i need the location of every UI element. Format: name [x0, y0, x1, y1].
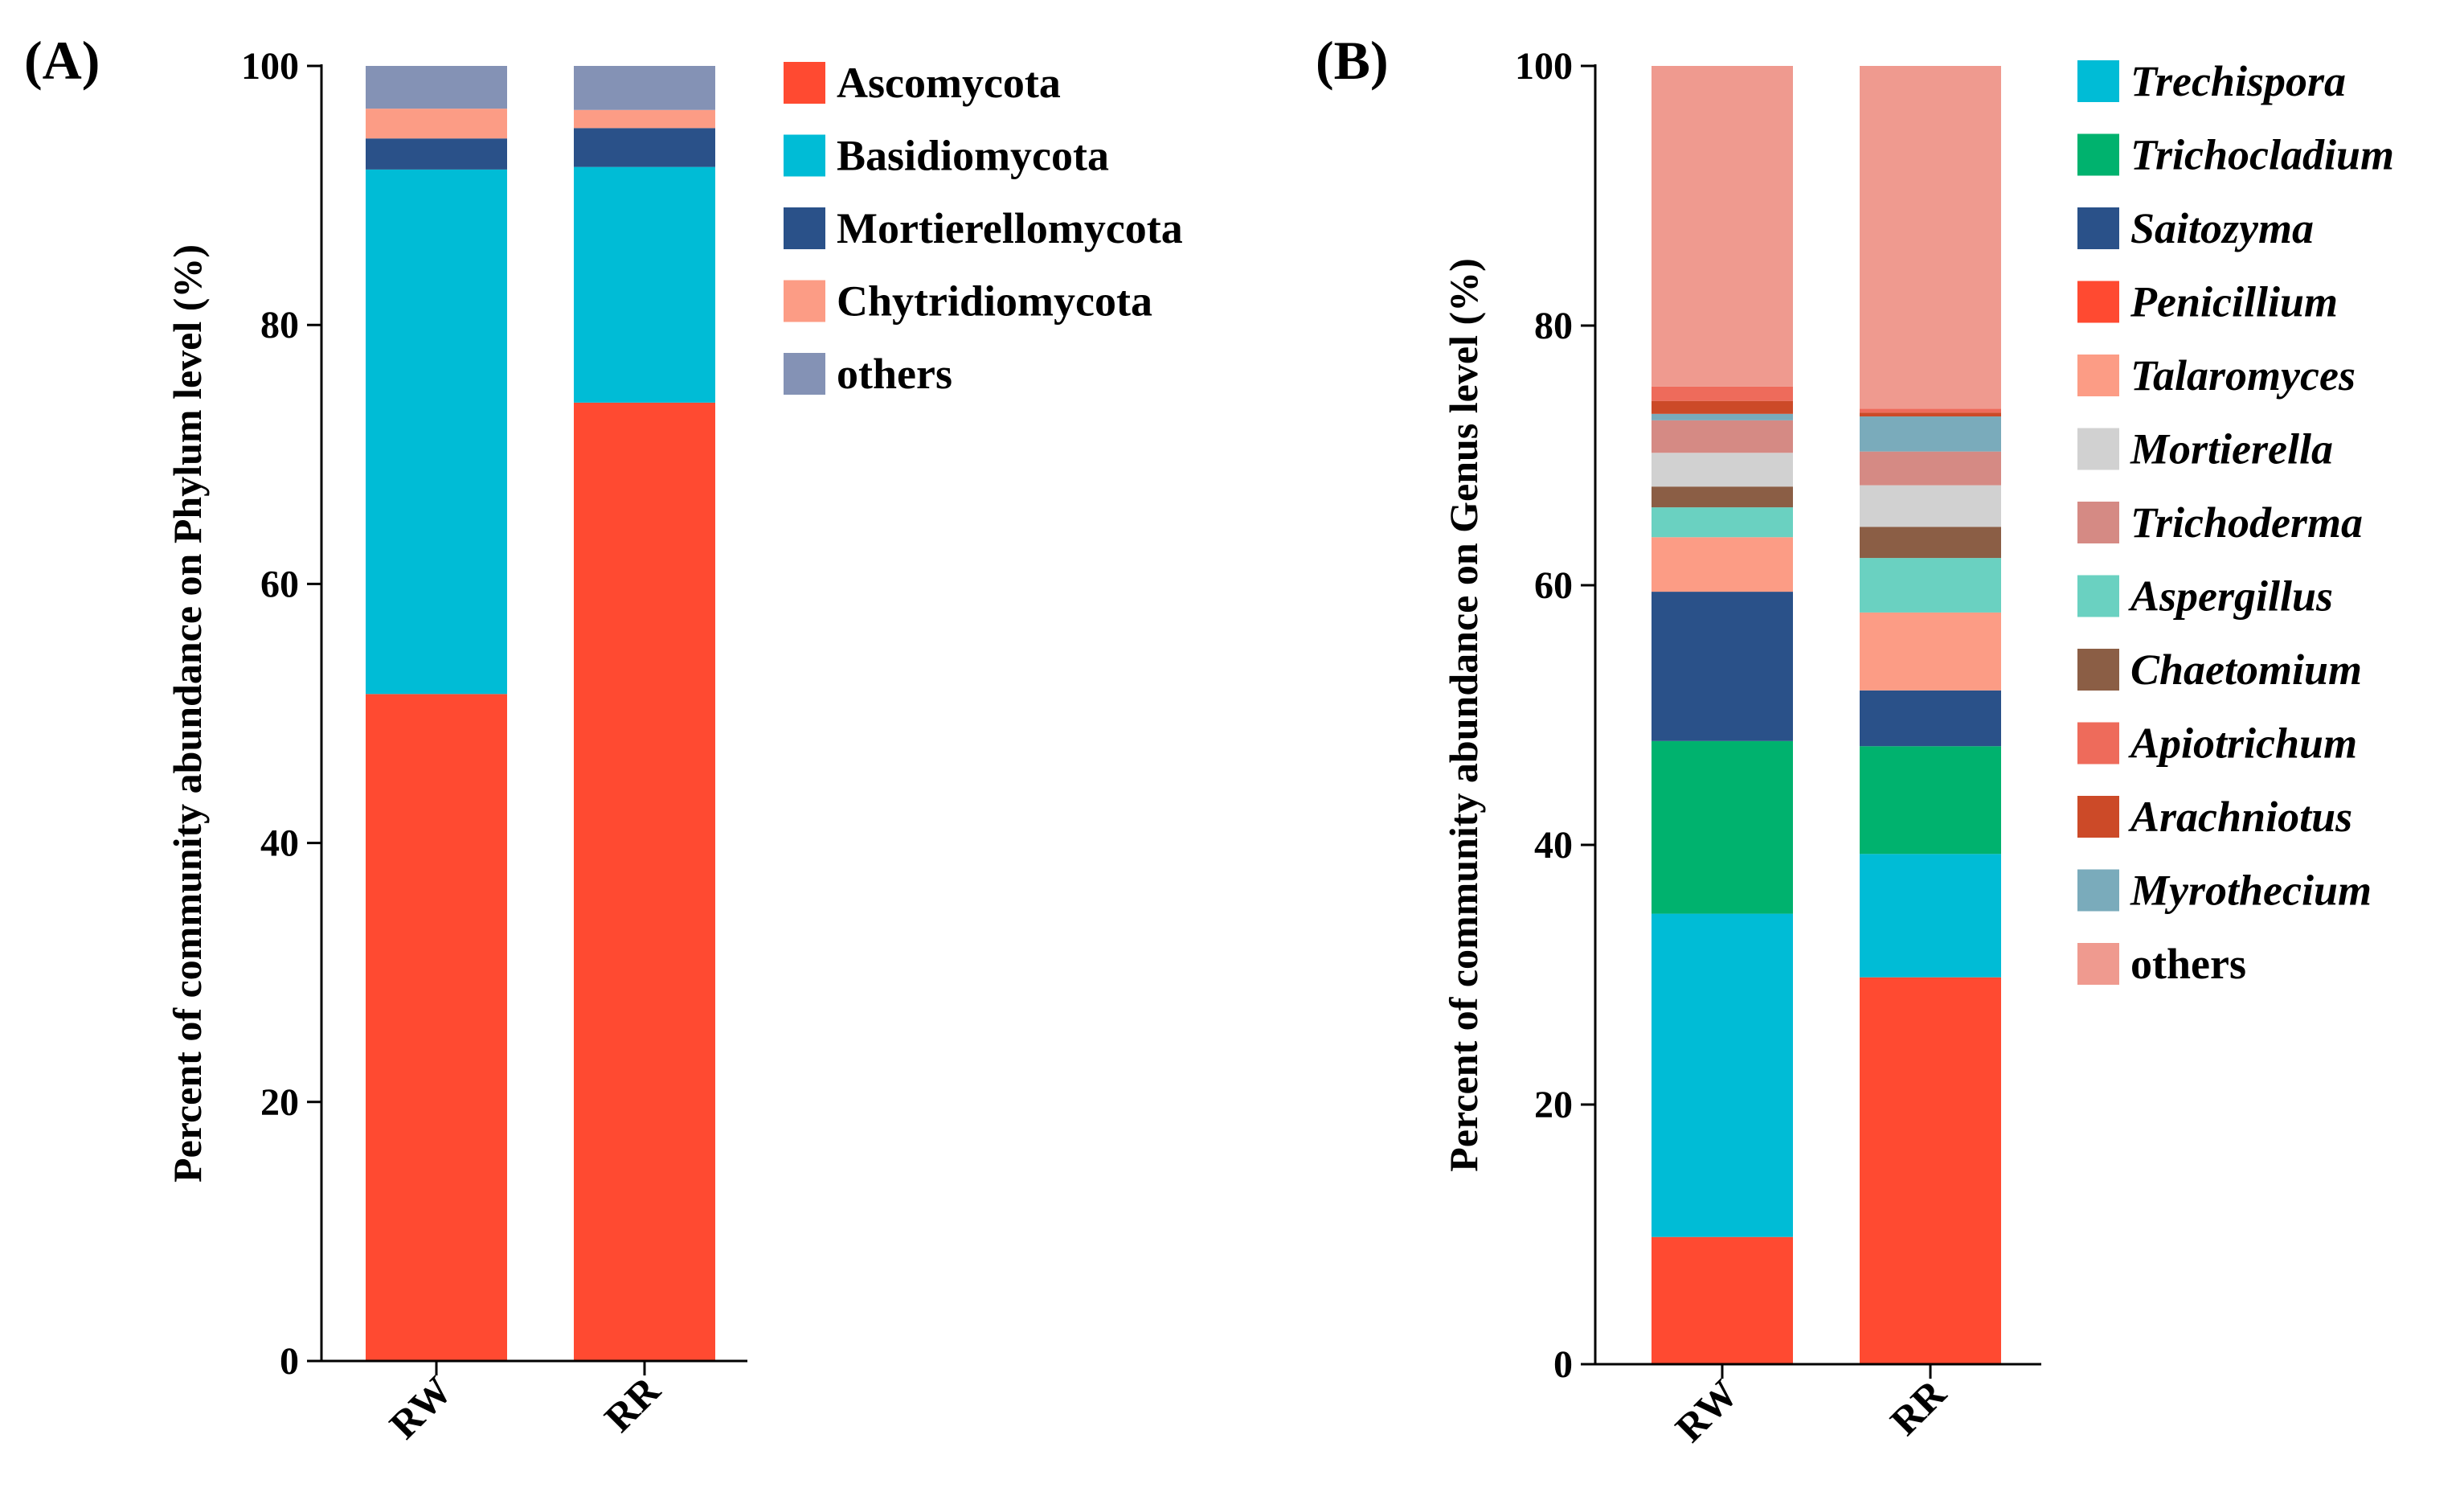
bar-segment-rw-chaetomium: [1652, 486, 1793, 508]
y-axis-title: Percent of community abundance on Genus …: [1441, 258, 1486, 1172]
legend-swatch-trechispora: [2077, 60, 2119, 102]
legend-swatch-penicillium: [2077, 281, 2119, 323]
bar-segment-rr-chytridiomycota: [574, 109, 715, 129]
legend-label-aspergillus: Aspergillus: [2128, 572, 2333, 621]
y-tick-label: 40: [260, 822, 299, 865]
legend-label-mortierellomycota: Mortierellomycota: [837, 204, 1183, 252]
legend-swatch-chytridiomycota: [784, 280, 825, 322]
bar-segment-rw-mortierella: [1652, 453, 1793, 487]
legend-label-chaetomium: Chaetomium: [2130, 646, 2362, 694]
bar-segment-rw-saitozyma: [1652, 592, 1793, 741]
legend-label-mortierella: Mortierella: [2130, 425, 2333, 473]
y-tick-label: 100: [1515, 45, 1573, 88]
legend-label-others: others: [837, 350, 952, 398]
y-tick-label: 20: [1534, 1084, 1573, 1126]
bar-segment-rw-aspergillus: [1652, 507, 1793, 538]
legend-label-arachniotus: Arachniotus: [2128, 793, 2352, 841]
legend-label-penicillium: Penicillium: [2130, 278, 2338, 326]
bar-segment-rr-myrothecium: [1860, 416, 2001, 452]
bar-segment-rw-arachniotus: [1652, 400, 1793, 414]
legend-label-basidiomycota: Basidiomycota: [837, 132, 1109, 180]
legend-swatch-saitozyma: [2077, 207, 2119, 249]
legend-swatch-myrothecium: [2077, 869, 2119, 912]
y-tick-label: 100: [241, 45, 299, 88]
legend-label-chytridiomycota: Chytridiomycota: [837, 277, 1152, 326]
bar-segment-rr-trechispora: [1860, 854, 2001, 978]
panel-label: (B): [1316, 30, 1389, 91]
legend-swatch-ascomycota: [784, 62, 825, 104]
y-tick-label: 40: [1534, 824, 1573, 867]
y-tick-label: 80: [1534, 305, 1573, 347]
legend-swatch-others: [2077, 943, 2119, 985]
bar-segment-rr-aspergillus: [1860, 558, 2001, 613]
legend-swatch-trichoderma: [2077, 502, 2119, 543]
legend-swatch-talaromyces: [2077, 355, 2119, 396]
legend-label-trechispora: Trechispora: [2130, 57, 2346, 105]
y-tick-label: 0: [1553, 1343, 1573, 1386]
legend-swatch-apiotrichum: [2077, 722, 2119, 764]
legend-swatch-trichocladium: [2077, 133, 2119, 176]
bar-segment-rr-saitozyma: [1860, 690, 2001, 747]
legend-swatch-others: [784, 353, 825, 395]
legend-swatch-basidiomycota: [784, 134, 825, 177]
bar-segment-rw-trichoderma: [1652, 420, 1793, 453]
x-category-label-rw: RW: [381, 1367, 460, 1447]
x-category-label-rr: RR: [596, 1367, 669, 1441]
bar-segment-rr-chaetomium: [1860, 527, 2001, 559]
y-tick-label: 20: [260, 1081, 299, 1124]
bar-segment-rw-mortierellomycota: [366, 138, 507, 170]
legend-label-trichoderma: Trichoderma: [2130, 498, 2363, 547]
bar-segment-rr-trichocladium: [1860, 746, 2001, 855]
bar-segment-rw-ascomycota: [366, 694, 507, 1361]
legend-label-myrothecium: Myrothecium: [2130, 867, 2372, 915]
y-tick-label: 60: [1534, 564, 1573, 607]
bar-segment-rw-basidiomycota: [366, 169, 507, 695]
legend-swatch-mortierellomycota: [784, 207, 825, 249]
bar-segment-rr-penicillium: [1860, 977, 2001, 1364]
bar-segment-rr-arachniotus: [1860, 412, 2001, 417]
bar-segment-rw-others: [1652, 66, 1793, 387]
legend-swatch-mortierella: [2077, 428, 2119, 470]
y-tick-label: 0: [280, 1340, 299, 1383]
panel-a: (A) 0 20 40 60 80 100 RW RR Percent of community …: [24, 30, 1183, 1447]
legend-label-trichocladium: Trichocladium: [2130, 131, 2394, 179]
bar-segment-rw-chytridiomycota: [366, 109, 507, 139]
bar-segment-rw-trichocladium: [1652, 740, 1793, 914]
x-category-label-rw: RW: [1667, 1371, 1746, 1450]
legend-label-talaromyces: Talaromyces: [2130, 351, 2356, 400]
bar-segment-rw-talaromyces: [1652, 537, 1793, 592]
bar-segment-rr-others: [1860, 66, 2001, 409]
bar-segment-rw-penicillium: [1652, 1236, 1793, 1364]
panel-b: (B) 0 20 40 60 80 100 RW RR Percent of community …: [1316, 30, 2394, 1450]
bar-segment-rr-mortierella: [1860, 485, 2001, 527]
legend-label-saitozyma: Saitozyma: [2130, 204, 2314, 252]
bar-segment-rr-mortierellomycota: [574, 128, 715, 167]
bar-segment-rr-others: [574, 66, 715, 110]
y-tick-label: 80: [260, 304, 299, 346]
bar-segment-rr-basidiomycota: [574, 166, 715, 403]
y-tick-label: 60: [260, 563, 299, 605]
bar-segment-rw-others: [366, 66, 507, 109]
legend-label-apiotrichum: Apiotrichum: [2128, 719, 2357, 768]
bar-segment-rr-ascomycota: [574, 402, 715, 1361]
bar-segment-rw-myrothecium: [1652, 413, 1793, 420]
bar-segment-rw-trechispora: [1652, 913, 1793, 1237]
legend-label-others: others: [2130, 940, 2246, 988]
legend-swatch-aspergillus: [2077, 575, 2119, 617]
legend-swatch-arachniotus: [2077, 796, 2119, 838]
legend-label-ascomycota: Ascomycota: [837, 59, 1061, 107]
panel-label: (A): [24, 30, 100, 91]
bar-segment-rr-trichoderma: [1860, 451, 2001, 486]
y-axis-title: Percent of community abundance on Phylum…: [165, 244, 210, 1183]
bar-segment-rr-talaromyces: [1860, 612, 2001, 691]
legend-swatch-chaetomium: [2077, 649, 2119, 691]
bar-segment-rw-apiotrichum: [1652, 386, 1793, 401]
bar-segment-rr-apiotrichum: [1860, 408, 2001, 413]
x-category-label-rr: RR: [1881, 1371, 1954, 1444]
